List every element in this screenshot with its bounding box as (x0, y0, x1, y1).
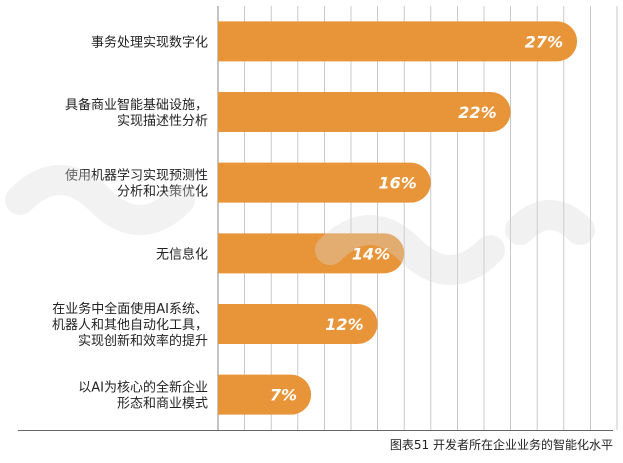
category-label: 分析和决策优化 (117, 184, 208, 200)
bar (218, 162, 431, 203)
category-label: 具备商业智能基础设施， (65, 97, 208, 113)
category-label: 事务处理实现数字化 (91, 34, 208, 50)
bar (218, 304, 378, 344)
figure-caption: 图表51 开发者所在企业业务的智能化水平 (389, 438, 613, 452)
data-label: 12% (325, 315, 363, 334)
bar (218, 233, 405, 274)
category-label: 实现描述性分析 (117, 114, 208, 129)
data-label: 14% (352, 244, 390, 263)
category-label: 机器人和其他自动化工具， (52, 318, 208, 333)
category-label: 在业务中全面使用AI系统、 (52, 301, 208, 317)
category-label: 形态和商业模式 (117, 397, 208, 412)
data-label: 16% (379, 174, 417, 193)
data-label: 22% (458, 103, 496, 122)
data-label: 7% (270, 386, 297, 405)
bar (218, 21, 578, 62)
data-label: 27% (525, 32, 563, 51)
bar (218, 374, 312, 415)
bar (218, 92, 511, 132)
category-label: 以AI为核心的全新企业 (78, 380, 208, 396)
category-label: 实现创新和效率的提升 (78, 333, 208, 349)
category-label: 无信息化 (156, 246, 208, 262)
bottom-rule (18, 430, 613, 431)
category-label: 使用机器学习实现预测性 (65, 168, 208, 184)
